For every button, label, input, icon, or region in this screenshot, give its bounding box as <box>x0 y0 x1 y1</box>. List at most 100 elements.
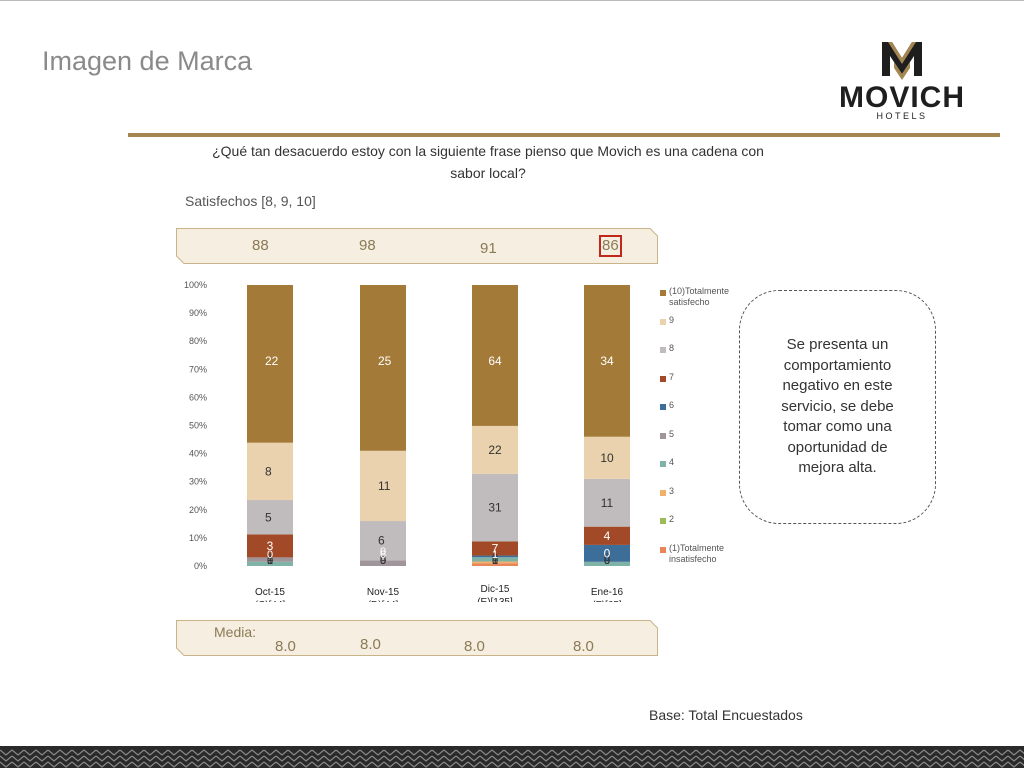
x-tick-label: Nov-15 <box>367 587 400 598</box>
bar-segment <box>584 285 630 437</box>
legend-item: 5 <box>660 429 770 453</box>
bar-segment <box>472 557 518 562</box>
logo-mark-icon <box>882 42 922 80</box>
data-label: 1 <box>267 552 273 564</box>
data-label: 10 <box>600 451 614 465</box>
movich-logo: MOVICH HOTELS <box>812 36 992 122</box>
base-note: Base: Total Encuestados <box>649 707 803 723</box>
legend-swatch <box>660 546 666 553</box>
bar-segment <box>247 500 293 535</box>
bar-segment <box>360 560 406 566</box>
insight-note-text: Se presenta un comportamiento negativo e… <box>781 336 894 477</box>
legend-item: 8 <box>660 343 770 367</box>
bar-segment <box>584 478 630 527</box>
bar-segment <box>472 425 518 474</box>
y-tick-label: 30% <box>189 477 207 487</box>
media-value-1: 8.0 <box>275 638 296 655</box>
y-tick-label: 50% <box>189 421 207 431</box>
data-label: 0 <box>604 555 610 567</box>
x-tick-label: (D)[44] <box>368 600 399 602</box>
data-label: 11 <box>601 496 614 510</box>
x-tick-label: Dic-15 <box>481 584 510 595</box>
data-label: 0 <box>380 546 386 558</box>
data-label: 0 <box>380 552 386 564</box>
footer-pattern <box>0 746 1024 768</box>
x-tick-label: (F)[65] <box>592 600 622 602</box>
bar-segment <box>472 285 518 426</box>
bar-segment <box>584 526 630 545</box>
media-band <box>176 620 658 656</box>
legend-item: (1)Totalmente insatisfecho <box>660 543 770 567</box>
legend-swatch <box>660 347 666 353</box>
data-label: 7 <box>492 542 499 556</box>
legend-label: 8 <box>669 343 675 353</box>
bar-segment <box>584 436 630 479</box>
data-label: 0 <box>267 549 273 561</box>
data-label: 0 <box>380 555 386 567</box>
data-label: 0 <box>492 552 498 564</box>
bar-segment <box>584 544 630 562</box>
data-label: 0 <box>380 555 386 567</box>
legend-label: 4 <box>669 457 675 467</box>
data-label: 0 <box>604 552 610 564</box>
data-label: 34 <box>600 354 614 368</box>
data-label: 8 <box>265 464 272 478</box>
legend-label: 3 <box>669 485 675 496</box>
data-label: 0 <box>492 555 498 567</box>
legend-item: 7 <box>660 372 770 396</box>
bar-segment <box>360 450 406 522</box>
data-label: 22 <box>265 354 279 368</box>
data-label: 1 <box>492 549 498 561</box>
data-label: 3 <box>267 539 274 553</box>
legend-swatch <box>660 318 666 325</box>
data-label: 25 <box>378 354 392 368</box>
media-value-2: 8.0 <box>360 636 381 653</box>
satisfied-value-1: 88 <box>252 237 269 254</box>
legend-label: 7 <box>669 371 675 382</box>
legend-label: 6 <box>669 400 675 410</box>
data-label: 1 <box>267 555 273 567</box>
data-label: 64 <box>488 354 502 368</box>
satisfied-value-3: 91 <box>480 240 497 257</box>
legend-swatch <box>660 518 666 524</box>
y-tick-label: 90% <box>189 308 207 318</box>
data-label: 0 <box>604 555 610 567</box>
bar-segment <box>472 563 518 566</box>
data-label: 0 <box>380 555 386 567</box>
data-label: 0 <box>604 555 610 567</box>
legend-swatch <box>660 461 666 467</box>
bar-segment <box>247 285 293 443</box>
survey-question: ¿Qué tan desacuerdo estoy con la siguien… <box>212 143 764 181</box>
legend-item: 3 <box>660 486 770 510</box>
legend-swatch <box>660 375 666 382</box>
data-label: 11 <box>378 479 391 493</box>
media-label: Media: <box>214 624 257 640</box>
data-label: 0 <box>492 555 498 567</box>
data-label: 0 <box>267 555 273 567</box>
legend-item: 6 <box>660 400 770 424</box>
data-label: 1 <box>492 555 498 567</box>
logo-subtitle: HOTELS <box>876 111 927 121</box>
insight-note: Se presenta un comportamiento negativo e… <box>739 290 936 524</box>
data-label: 5 <box>265 510 272 524</box>
bar-segment <box>247 442 293 501</box>
data-label: 6 <box>378 534 385 548</box>
data-label: 0 <box>267 555 273 567</box>
bar-segment <box>247 534 293 558</box>
bar-segment <box>472 541 518 556</box>
bar-segment <box>472 555 518 558</box>
x-tick-label: Ene-16 <box>591 587 624 598</box>
page-title: Imagen de Marca <box>42 46 253 76</box>
legend-swatch <box>660 404 666 410</box>
bar-segment <box>472 473 518 542</box>
x-tick-label: (E)[135] <box>477 597 513 602</box>
x-tick-label: (C)[44] <box>255 600 286 602</box>
y-tick-label: 40% <box>189 449 207 459</box>
satisfied-label: Satisfechos [8, 9, 10] <box>185 193 316 209</box>
y-tick-label: 0% <box>194 561 207 571</box>
media-value-4: 8.0 <box>573 638 594 655</box>
satisfied-band <box>176 228 658 264</box>
satisfied-value-4: 86 <box>599 235 622 257</box>
data-label: 6 <box>380 549 386 561</box>
data-label: 22 <box>488 443 502 457</box>
